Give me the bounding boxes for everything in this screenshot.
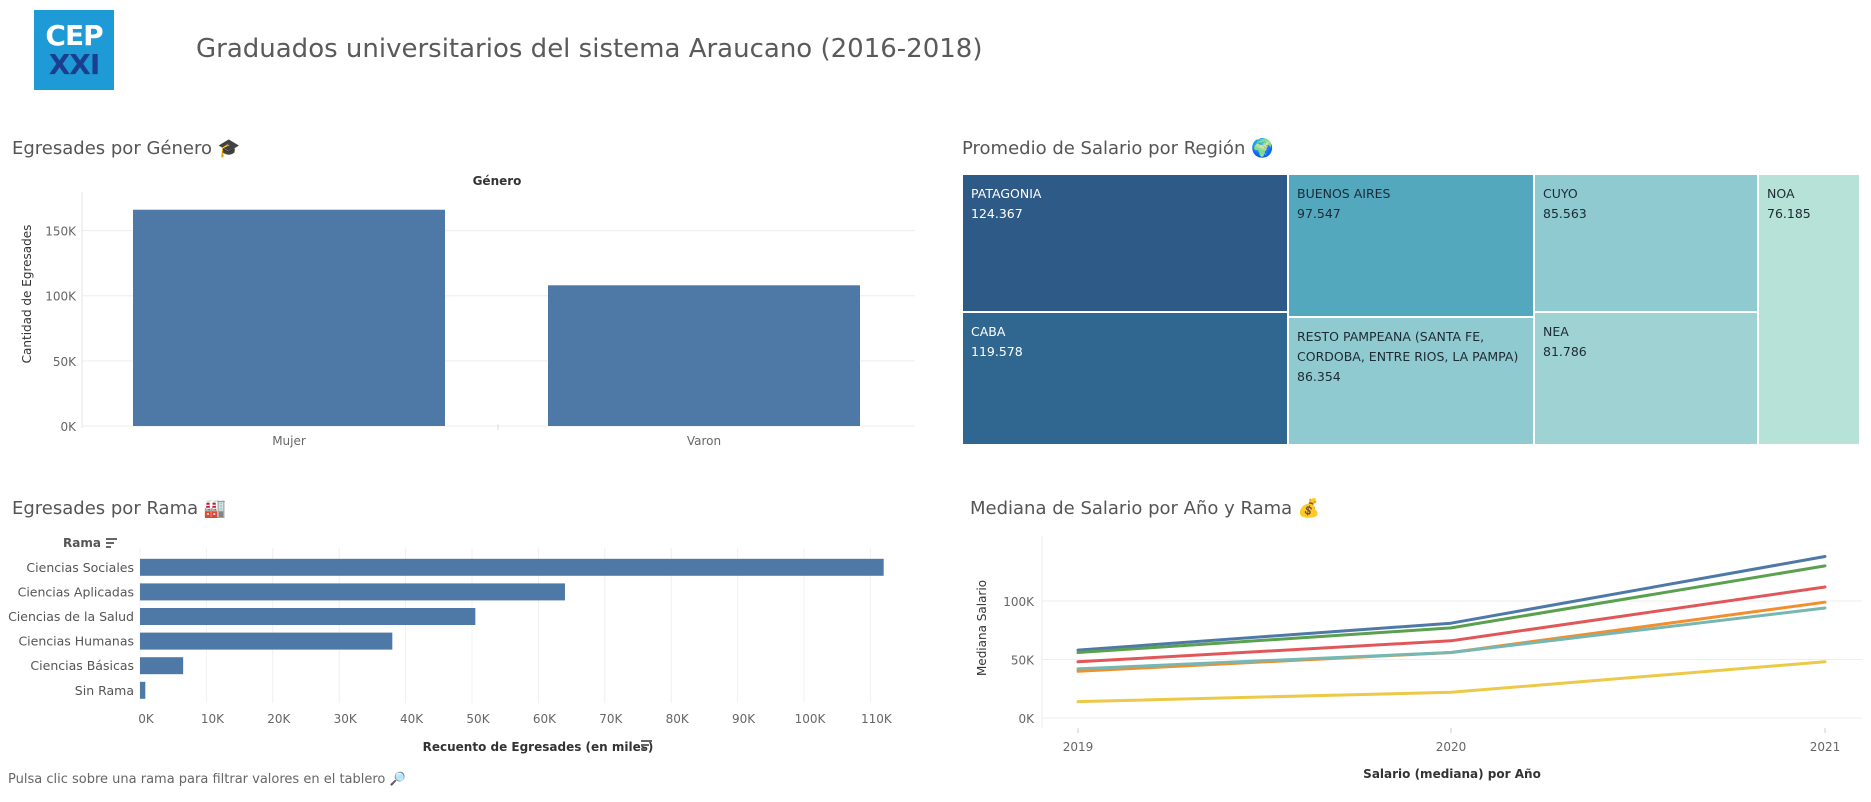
rama-bar[interactable] [140, 558, 884, 576]
mediana-x-tick-label: 2020 [1436, 740, 1467, 754]
genero-chart-header: Género [473, 174, 522, 188]
genero-y-tick-label: 50K [53, 355, 77, 369]
treemap-cell[interactable]: RESTO PAMPEANA (SANTA FE, CORDOBA, ENTRE… [1288, 317, 1534, 445]
rama-category-label[interactable]: Ciencias Básicas [30, 658, 134, 673]
rama-bar[interactable] [140, 632, 393, 650]
mediana-line-chart[interactable]: 0K 50K 100K 2019 2020 2021 Mediana Salario Sa… [962, 528, 1871, 790]
rama-x-tick-label: 70K [599, 712, 623, 726]
treemap-cell[interactable]: NEA 81.786 [1534, 312, 1758, 445]
treemap-cell-value: 97.547 [1297, 206, 1341, 221]
rama-category-label[interactable]: Sin Rama [75, 683, 134, 698]
treemap-cell-name: CUYO [1543, 186, 1578, 201]
rama-bar[interactable] [140, 657, 184, 675]
mediana-y-tick-label: 100K [1003, 595, 1035, 609]
mediana-x-axis-label: Salario (mediana) por Año [1363, 767, 1541, 781]
cep-xxi-logo: CEP XXI [34, 10, 114, 90]
rama-category-label[interactable]: Ciencias Humanas [18, 634, 134, 649]
genero-x-tick-label: Mujer [272, 434, 306, 448]
rama-x-tick-label: 110K [861, 712, 893, 726]
treemap-cell-name: NOA [1767, 186, 1795, 201]
treemap-cell-name: BUENOS AIRES [1297, 186, 1391, 201]
treemap-cell-value: 119.578 [971, 344, 1023, 359]
rama-x-tick-label: 10K [201, 712, 225, 726]
logo-line-2: XXI [48, 47, 101, 81]
treemap-cell-name: RESTO PAMPEANA (SANTA FE, CORDOBA, ENTRE… [1297, 329, 1519, 364]
treemap-cell-value: 124.367 [971, 206, 1023, 221]
treemap-cell-value: 85.563 [1543, 206, 1587, 221]
mediana-series-line[interactable] [1076, 564, 1827, 654]
rama-x-tick-label: 0K [138, 712, 155, 726]
rama-x-tick-label: 20K [267, 712, 291, 726]
treemap-cell-value: 76.185 [1767, 206, 1811, 221]
genero-y-tick-label: 0K [60, 420, 77, 434]
mediana-series-line[interactable] [1076, 660, 1827, 704]
section-title-region: Promedio de Salario por Región 🌍 [962, 138, 1274, 159]
rama-category-label[interactable]: Ciencias Sociales [26, 560, 134, 575]
mediana-series-line[interactable] [1076, 600, 1827, 673]
treemap-cell-name: NEA [1543, 324, 1569, 339]
genero-bar[interactable] [548, 285, 860, 426]
rama-bar[interactable] [140, 583, 565, 601]
mediana-series-line[interactable] [1076, 555, 1827, 652]
treemap-cell-name: CABA [971, 324, 1006, 339]
genero-y-tick-label: 100K [45, 290, 77, 304]
region-salary-treemap[interactable]: PATAGONIA 124.367 CABA 119.578 BUENOS AIRES 9… [962, 174, 1860, 445]
rama-bar[interactable] [140, 608, 476, 625]
treemap-cell[interactable]: BUENOS AIRES 97.547 [1288, 174, 1534, 317]
genero-x-tick-label: Varon [687, 434, 721, 448]
rama-chart-header: Rama [63, 536, 101, 550]
rama-x-tick-label: 80K [666, 712, 690, 726]
mediana-series-line[interactable] [1076, 606, 1827, 671]
treemap-cell[interactable]: CUYO 85.563 [1534, 174, 1758, 312]
logo-line-1: CEP [45, 18, 103, 52]
mediana-y-tick-label: 50K [1011, 654, 1035, 668]
mediana-x-tick-label: 2021 [1810, 740, 1841, 754]
rama-category-label[interactable]: Ciencias de la Salud [8, 609, 134, 624]
genero-bar-chart[interactable]: Género 0K 50K 100K 150K Cantidad de Egresad… [0, 168, 930, 458]
genero-y-axis-label: Cantidad de Egresades [20, 225, 34, 364]
rama-horizontal-bar-chart[interactable]: Rama 0K 10K 20K 30K 40K 50K 60K 70K 80K 90K 100K 11… [0, 528, 930, 768]
rama-x-tick-label: 60K [533, 712, 557, 726]
genero-bar[interactable] [133, 209, 445, 426]
section-title-mediana: Mediana de Salario por Año y Rama 💰 [970, 498, 1321, 519]
treemap-cell-value: 81.786 [1543, 344, 1587, 359]
rama-x-axis-label: Recuento de Egresades (en miles) [423, 740, 654, 754]
treemap-cell[interactable]: CABA 119.578 [962, 312, 1288, 445]
rama-xlabel-sort-icon[interactable] [641, 740, 652, 750]
rama-x-tick-label: 30K [334, 712, 358, 726]
rama-header-sort-icon[interactable] [106, 538, 117, 548]
rama-x-tick-label: 100K [795, 712, 827, 726]
rama-x-tick-label: 90K [732, 712, 756, 726]
treemap-cell-value: 86.354 [1297, 369, 1341, 384]
section-title-rama: Egresades por Rama 🏭 [12, 498, 227, 519]
mediana-series-line[interactable] [1076, 585, 1827, 664]
genero-y-tick-label: 150K [45, 225, 77, 239]
rama-bar[interactable] [140, 681, 146, 699]
section-title-genero: Egresades por Género 🎓 [12, 138, 241, 159]
treemap-cell-name: PATAGONIA [971, 186, 1042, 201]
treemap-cell[interactable]: PATAGONIA 124.367 [962, 174, 1288, 312]
mediana-y-tick-label: 0K [1018, 712, 1035, 726]
rama-x-tick-label: 40K [400, 712, 424, 726]
mediana-x-tick-label: 2019 [1063, 740, 1094, 754]
footer-hint: Pulsa clic sobre una rama para filtrar v… [8, 772, 406, 787]
mediana-y-axis-label: Mediana Salario [975, 580, 989, 676]
rama-category-label[interactable]: Ciencias Aplicadas [18, 584, 134, 599]
rama-x-tick-label: 50K [466, 712, 490, 726]
treemap-cell[interactable]: NOA 76.185 [1758, 174, 1860, 445]
page-title: Graduados universitarios del sistema Ara… [196, 34, 983, 64]
